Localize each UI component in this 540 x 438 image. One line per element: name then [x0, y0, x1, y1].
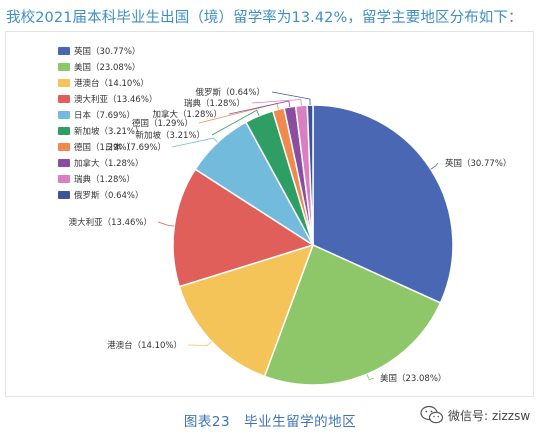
leader-line	[187, 341, 212, 346]
legend-label: 英国（30.77%）	[74, 47, 141, 57]
legend-item: 英国（30.77%）	[58, 43, 157, 59]
legend-label: 日本（7.69%）	[74, 111, 136, 121]
legend-swatch	[58, 79, 70, 87]
legend-swatch	[58, 127, 70, 135]
data-label: 港澳台（14.10%）	[107, 340, 182, 351]
legend-item: 日本（7.69%）	[58, 107, 157, 123]
data-label: 澳大利亚（13.46%）	[69, 217, 152, 228]
data-label: 德国（1.29%）	[132, 118, 193, 129]
chart-frame	[5, 31, 534, 397]
legend-item: 德国（1.29%）	[58, 139, 157, 155]
data-label: 日本（7.69%）	[105, 142, 166, 153]
legend-swatch	[58, 191, 70, 199]
figure-caption: 图表23 毕业生留学的地区	[183, 414, 357, 430]
data-label: 俄罗斯（0.64%）	[195, 87, 265, 98]
pie-slice	[178, 243, 315, 378]
leader-line	[228, 100, 291, 115]
leader-line	[157, 221, 175, 227]
legend-item: 新加坡（3.21%）	[58, 123, 157, 139]
leader-line	[211, 109, 260, 136]
legend-label: 德国（1.29%）	[74, 143, 136, 153]
legend-label: 美国（23.08%）	[74, 63, 141, 73]
legend-item: 澳大利亚（13.46%）	[58, 91, 157, 107]
data-label: 英国（30.77%）	[445, 158, 511, 169]
pie-slice	[263, 243, 442, 386]
legend-swatch	[58, 143, 70, 151]
leader-line	[430, 162, 439, 170]
legend-label: 俄罗斯（0.64%）	[74, 191, 144, 201]
headline: 我校2021届本科毕业生出国（境）留学率为13.42%，留学主要地区分布如下：	[6, 10, 523, 26]
pie-slice	[172, 168, 315, 288]
leader-line	[271, 91, 311, 106]
data-label: 加拿大（1.28%）	[152, 109, 222, 120]
legend-item: 加拿大（1.28%）	[58, 155, 157, 171]
legend-item: 俄罗斯（0.64%）	[58, 187, 157, 203]
legend-label: 加拿大（1.28%）	[74, 159, 144, 169]
legend-item: 美国（23.08%）	[58, 59, 157, 75]
data-label: 瑞典（1.28%）	[184, 98, 245, 109]
chart-legend: 英国（30.77%） 美国（23.08%） 港澳台（14.10%） 澳大利亚（13.4…	[58, 43, 157, 203]
leader-line	[251, 99, 302, 106]
watermark: 微信号: zizzsw	[420, 405, 530, 425]
pie-slice	[306, 104, 314, 246]
wechat-icon	[420, 405, 444, 424]
legend-item: 港澳台（14.10%）	[58, 75, 157, 91]
data-label: 美国（23.08%）	[380, 373, 446, 384]
legend-label: 澳大利亚（13.46%）	[74, 95, 158, 105]
legend-swatch	[58, 111, 70, 119]
watermark-text: 微信号: zizzsw	[448, 408, 531, 423]
pie-slice	[312, 104, 454, 304]
legend-swatch	[58, 159, 70, 167]
leader-line	[366, 374, 375, 381]
legend-item: 瑞典（1.28%）	[58, 171, 157, 187]
legend-label: 新加坡（3.21%）	[74, 127, 144, 137]
legend-label: 港澳台（14.10%）	[74, 79, 149, 89]
legend-label: 瑞典（1.28%）	[74, 175, 136, 185]
legend-swatch	[58, 175, 70, 183]
data-label: 新加坡（3.21%）	[135, 130, 205, 141]
legend-swatch	[58, 63, 70, 71]
leader-line	[171, 137, 218, 148]
legend-swatch	[58, 47, 70, 55]
legend-swatch	[58, 95, 70, 103]
